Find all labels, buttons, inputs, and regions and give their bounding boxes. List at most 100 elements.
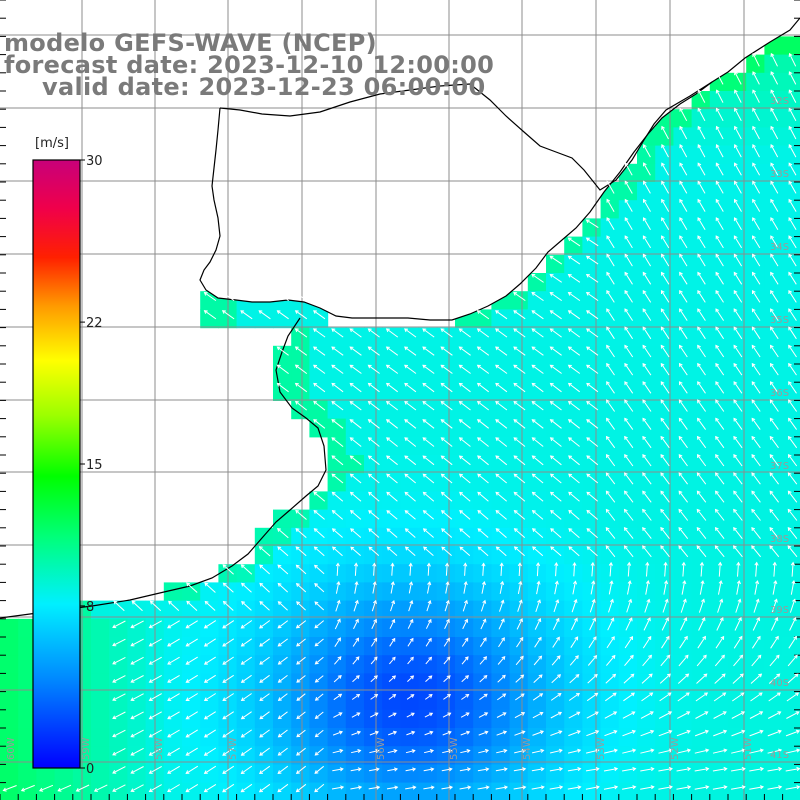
wind-arrow <box>513 509 526 520</box>
wind-arrow <box>312 292 326 302</box>
wind-cell <box>327 728 347 747</box>
wind-cell <box>509 655 529 674</box>
wind-cell <box>655 382 674 401</box>
wind-cell <box>0 655 19 674</box>
wind-arrow <box>313 310 326 320</box>
wind-arrow <box>624 490 634 503</box>
wind-arrow <box>586 328 599 338</box>
wind-arrow <box>660 490 670 503</box>
wind-cell <box>509 473 529 492</box>
wind-arrow <box>367 473 380 484</box>
wind-cell <box>546 345 565 365</box>
wind-cell <box>91 728 110 747</box>
wind-arrow <box>586 419 599 429</box>
wind-arrow <box>694 785 710 790</box>
wind-cell <box>691 546 711 565</box>
wind-arrow <box>696 545 707 558</box>
wind-cell <box>564 309 583 329</box>
wind-cell <box>618 455 638 474</box>
wind-arrow <box>663 580 669 595</box>
wind-cell <box>673 254 693 274</box>
colorbar-tick-label-15: 15 <box>86 458 103 473</box>
wind-arrow <box>679 326 688 340</box>
wind-cell <box>254 673 274 693</box>
wind-arrow <box>148 674 162 683</box>
wind-arrow <box>622 748 637 754</box>
wind-arrow <box>770 235 779 249</box>
wind-arrow <box>606 417 616 430</box>
wind-cell <box>709 127 729 147</box>
wind-cell <box>364 728 383 747</box>
wind-cell <box>637 145 656 165</box>
wind-arrow <box>715 472 725 485</box>
wind-cell <box>618 182 638 201</box>
wind-arrow <box>715 271 724 285</box>
wind-cell <box>637 673 656 693</box>
wind-arrow <box>371 618 377 630</box>
wind-arrow <box>733 362 743 376</box>
wind-arrow <box>422 346 435 356</box>
wind-cell <box>291 655 310 674</box>
wind-arrow <box>588 636 597 649</box>
wind-cell <box>436 546 456 565</box>
wind-cell <box>782 91 800 110</box>
wind-arrow <box>422 510 435 520</box>
wind-cell <box>491 327 511 347</box>
wind-cell <box>764 236 784 256</box>
wind-cell <box>728 218 747 238</box>
wind-cell <box>291 637 310 656</box>
wind-cell <box>436 436 456 456</box>
model-title: modelo GEFS-WAVE (NCEP) <box>4 29 377 57</box>
wind-cell <box>746 618 765 638</box>
wind-cell <box>436 418 456 438</box>
wind-arrow <box>567 273 581 283</box>
wind-cell <box>691 109 711 128</box>
wind-cell <box>673 491 693 511</box>
wind-cell <box>746 400 765 420</box>
wind-arrow <box>130 675 144 683</box>
wind-arrow <box>531 437 544 447</box>
wind-cell <box>509 400 529 420</box>
wind-arrow <box>679 253 688 267</box>
wind-arrow <box>296 601 306 611</box>
lat-label-40s: 40S <box>770 678 789 689</box>
wind-arrow <box>733 290 743 303</box>
wind-cell <box>491 655 511 674</box>
wind-cell <box>0 691 19 711</box>
wind-arrow <box>351 730 362 736</box>
wind-cell <box>600 527 620 547</box>
wind-arrow <box>642 490 652 503</box>
wind-cell <box>746 673 765 693</box>
wind-arrow <box>679 635 688 649</box>
wind-cell <box>418 600 438 620</box>
wind-arrow <box>331 528 343 538</box>
wind-arrow <box>624 217 633 230</box>
wind-cell <box>728 418 747 438</box>
wind-arrow <box>424 730 434 736</box>
wind-cell <box>764 309 784 329</box>
lat-label-39s: 39S <box>770 605 789 616</box>
wind-arrow <box>513 382 526 393</box>
wind-cell <box>509 600 529 620</box>
wind-arrow <box>679 308 688 321</box>
wind-cell <box>345 600 365 620</box>
wind-cell <box>345 327 365 347</box>
wind-arrow <box>770 89 779 103</box>
wind-cell <box>327 600 347 620</box>
wind-arrow <box>660 526 670 540</box>
wind-cell <box>764 145 784 165</box>
wind-arrow <box>715 198 724 212</box>
wind-arrow <box>112 784 126 792</box>
wind-cell <box>764 327 784 347</box>
wind-arrow <box>167 674 180 683</box>
wind-arrow <box>769 435 779 449</box>
wind-cell <box>0 746 19 765</box>
wind-arrow <box>736 561 741 577</box>
wind-arrow <box>698 617 706 631</box>
wind-arrow <box>259 747 270 756</box>
wind-arrow <box>661 180 670 194</box>
wind-arrow <box>259 564 271 575</box>
wind-cell <box>291 546 310 565</box>
lon-label-51w: 51W <box>743 737 754 760</box>
wind-arrow <box>516 636 524 648</box>
